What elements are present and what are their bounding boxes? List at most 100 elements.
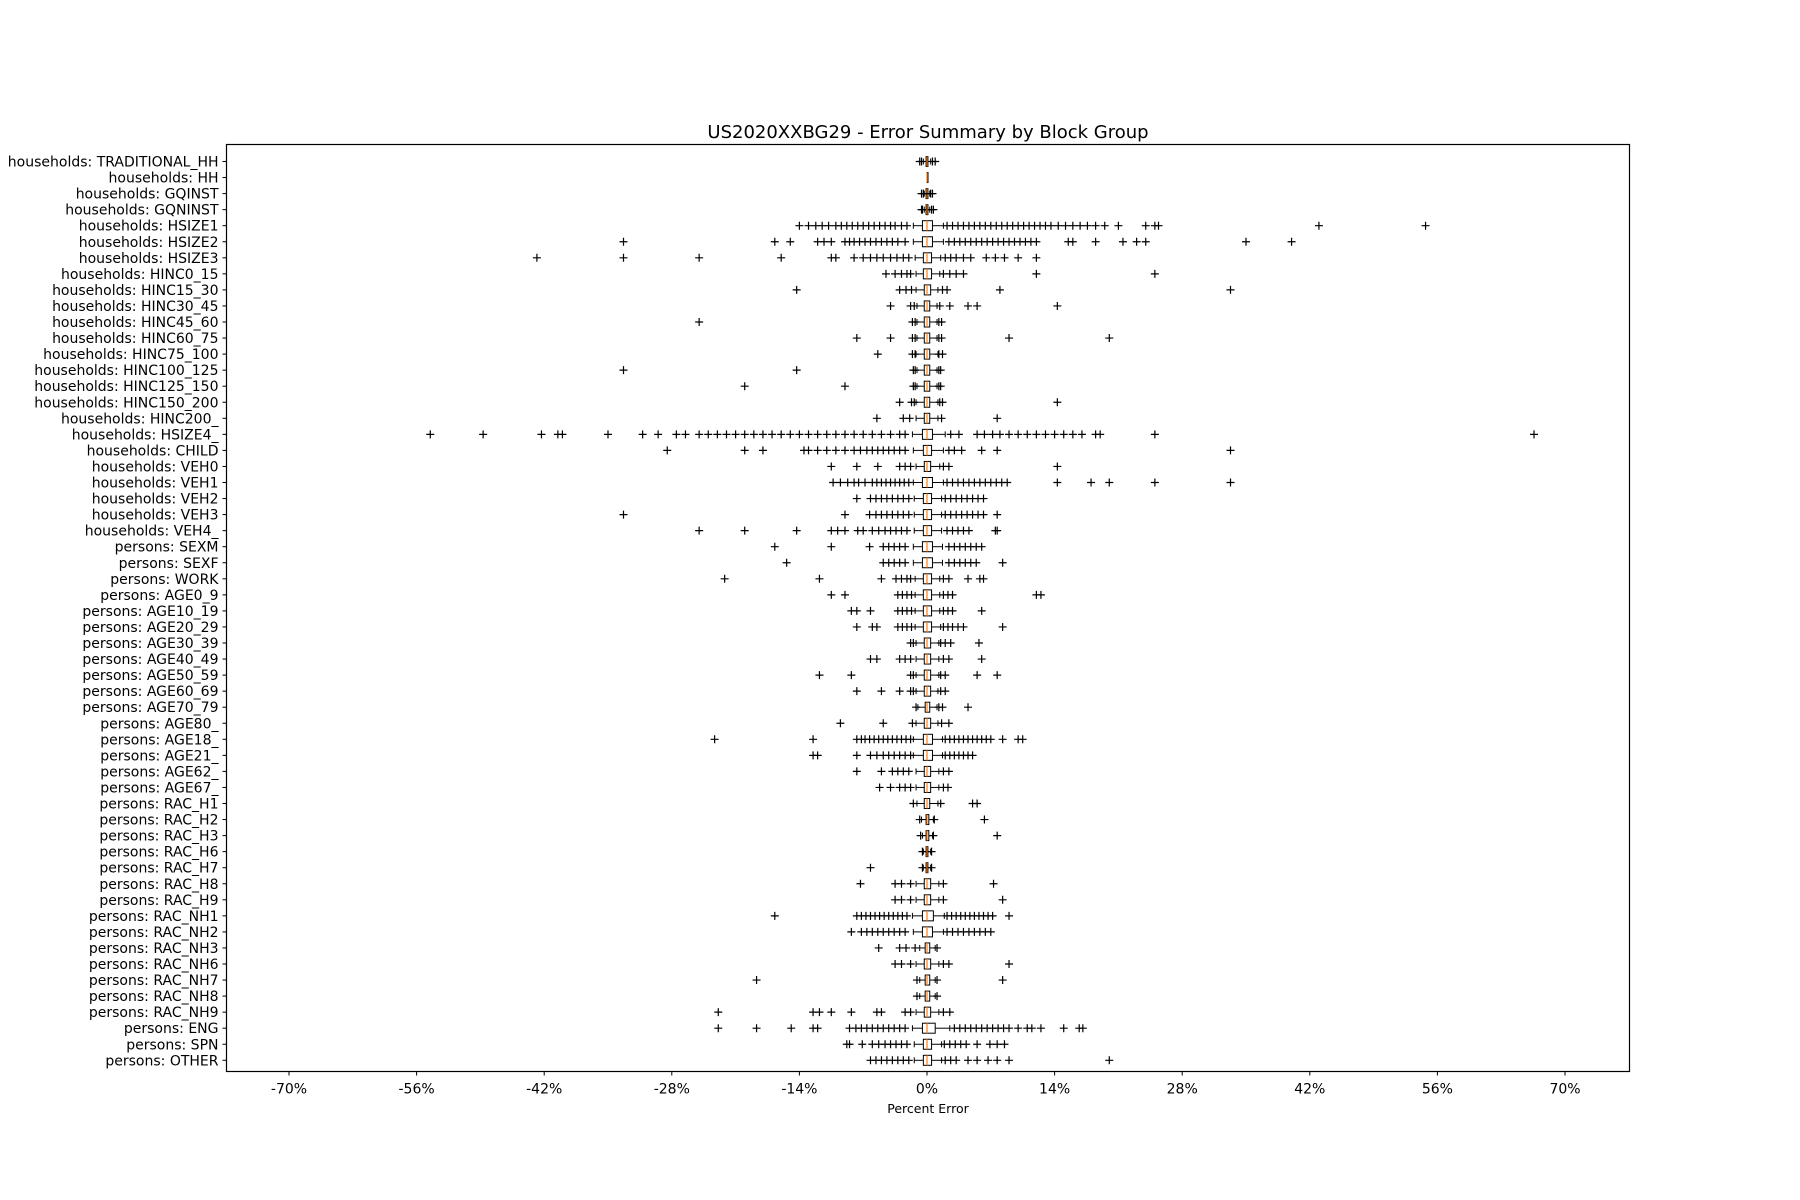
y-tick-label: households: VEH0	[92, 459, 219, 475]
box-row	[827, 589, 1045, 601]
box-row	[827, 460, 1062, 472]
flier-point	[663, 446, 672, 455]
flier-point	[944, 767, 953, 776]
x-axis-ticks: -70% -56% -42% -28% -14% 0% 14% 28% 42% 56% 70%	[271, 1071, 1581, 1098]
flier-point	[879, 719, 888, 728]
flier-point	[792, 526, 801, 535]
flier-point	[950, 446, 959, 455]
flier-point	[831, 253, 840, 262]
box-row	[815, 669, 1002, 681]
flier-point	[713, 430, 722, 439]
flier-point	[906, 783, 915, 792]
flier-point	[695, 430, 704, 439]
flier-point	[886, 783, 895, 792]
x-tick-label: -56%	[399, 1082, 435, 1098]
flier-point	[1141, 221, 1150, 230]
flier-point	[852, 462, 861, 471]
flier-point	[1032, 237, 1041, 246]
flier-point	[868, 430, 877, 439]
box-row	[874, 942, 942, 954]
y-tick-label: persons: RAC_NH8	[89, 989, 219, 1005]
flier-point	[1077, 430, 1086, 439]
flier-point	[827, 542, 836, 551]
box-row	[912, 701, 973, 713]
flier-point	[695, 253, 704, 262]
x-tick-label: 28%	[1167, 1082, 1198, 1098]
flier-point	[954, 430, 963, 439]
flier-point	[426, 430, 435, 439]
y-tick-label: persons: RAC_H2	[99, 813, 218, 829]
flier-point	[911, 350, 920, 359]
flier-point	[946, 639, 955, 647]
flier-point	[833, 526, 842, 535]
flier-point	[831, 430, 840, 439]
flier-point	[937, 318, 946, 326]
flier-point	[998, 622, 1007, 631]
flier-point	[993, 1056, 1002, 1065]
flier-point	[933, 992, 942, 1001]
flier-point	[916, 831, 925, 840]
y-tick-label: households: HINC0_15	[61, 267, 219, 283]
flier-point	[927, 863, 936, 872]
plot-frame	[225, 143, 1631, 1073]
y-tick-label: households: HINC150_200	[34, 395, 218, 411]
flier-point	[770, 911, 779, 920]
flier-point	[901, 542, 910, 551]
flier-point	[998, 895, 1007, 904]
flier-point	[479, 430, 488, 439]
flier-point	[619, 253, 628, 262]
flier-point	[881, 269, 890, 278]
box-row	[829, 477, 1235, 488]
y-tick-label: persons: AGE40_49	[82, 652, 218, 668]
flier-point	[906, 269, 915, 278]
y-tick-label: households: HINC30_45	[52, 299, 218, 315]
flier-point	[977, 446, 986, 455]
flier-point	[902, 911, 911, 920]
y-tick-label: households: HH	[109, 171, 219, 187]
flier-point	[740, 446, 749, 455]
box-row	[714, 1006, 954, 1018]
flier-point	[936, 799, 945, 808]
flier-point	[1061, 221, 1070, 230]
flier-point	[929, 831, 938, 840]
flier-point	[1014, 1024, 1023, 1033]
flier-point	[1150, 478, 1159, 487]
y-tick-label: persons: AGE20_29	[82, 620, 218, 636]
flier-point	[795, 430, 804, 439]
flier-point	[710, 735, 719, 744]
flier-point	[1242, 237, 1250, 246]
flier-point	[1421, 221, 1430, 230]
flier-point	[1027, 1024, 1036, 1033]
flier-point	[911, 334, 920, 343]
flier-point	[877, 767, 886, 776]
flier-point	[872, 414, 881, 423]
flier-point	[904, 510, 913, 519]
flier-point	[906, 879, 915, 888]
flier-point	[933, 976, 942, 985]
flier-point	[944, 574, 953, 583]
flier-point	[904, 478, 913, 487]
flier-point	[1105, 1056, 1114, 1065]
flier-point	[909, 671, 918, 680]
flier-point	[813, 430, 822, 439]
flier-point	[786, 237, 795, 246]
flier-point	[804, 430, 813, 439]
flier-point	[897, 879, 906, 888]
flier-point	[909, 639, 918, 647]
flier-point	[873, 462, 882, 471]
flier-point	[847, 671, 856, 680]
flier-point	[840, 446, 849, 455]
flier-point	[936, 382, 945, 391]
box-row	[752, 974, 1007, 986]
x-tick-label: -14%	[781, 1082, 817, 1098]
y-tick-label: households: VEH3	[92, 508, 219, 524]
flier-point	[980, 430, 989, 439]
flier-point	[604, 430, 612, 439]
flier-point	[1014, 430, 1023, 439]
box-row	[852, 332, 1114, 344]
x-tick-label: -70%	[271, 1082, 307, 1098]
flier-point	[984, 1056, 993, 1065]
flier-point	[831, 446, 840, 455]
flier-point	[777, 253, 786, 262]
y-tick-label: persons: AGE10_19	[82, 604, 218, 620]
